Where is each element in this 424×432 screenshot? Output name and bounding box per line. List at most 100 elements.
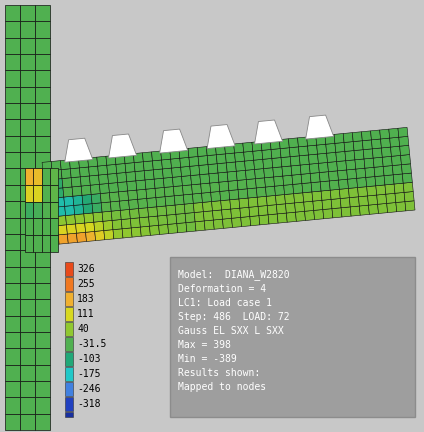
Text: -318: -318 <box>77 399 100 409</box>
Polygon shape <box>20 38 35 54</box>
Polygon shape <box>57 225 67 235</box>
Polygon shape <box>337 161 347 171</box>
Polygon shape <box>220 191 230 200</box>
Polygon shape <box>159 129 188 153</box>
Polygon shape <box>20 397 35 414</box>
Polygon shape <box>71 177 81 187</box>
Polygon shape <box>230 199 240 209</box>
Polygon shape <box>173 186 183 196</box>
Polygon shape <box>127 181 137 191</box>
Polygon shape <box>128 190 138 200</box>
Polygon shape <box>219 181 229 191</box>
Polygon shape <box>66 215 75 225</box>
Polygon shape <box>35 201 50 217</box>
Polygon shape <box>326 143 336 153</box>
Polygon shape <box>392 165 402 175</box>
Polygon shape <box>366 177 376 187</box>
Polygon shape <box>100 193 110 203</box>
Polygon shape <box>403 182 413 192</box>
Polygon shape <box>45 198 56 208</box>
Polygon shape <box>201 192 212 203</box>
Polygon shape <box>203 201 212 212</box>
Polygon shape <box>5 365 20 381</box>
Polygon shape <box>35 103 50 119</box>
Polygon shape <box>344 142 354 152</box>
Polygon shape <box>44 179 54 190</box>
Polygon shape <box>213 219 223 229</box>
Polygon shape <box>135 171 145 181</box>
Polygon shape <box>133 153 143 162</box>
Polygon shape <box>380 129 390 139</box>
Polygon shape <box>304 201 314 211</box>
Polygon shape <box>42 202 50 219</box>
Polygon shape <box>153 160 162 170</box>
Polygon shape <box>317 144 326 154</box>
Polygon shape <box>394 183 404 193</box>
Polygon shape <box>5 234 20 250</box>
Polygon shape <box>104 230 114 240</box>
Polygon shape <box>361 131 371 141</box>
Polygon shape <box>20 21 35 38</box>
Polygon shape <box>35 332 50 348</box>
Polygon shape <box>50 168 58 185</box>
Bar <box>65 262 73 276</box>
Polygon shape <box>35 381 50 397</box>
Polygon shape <box>226 153 235 163</box>
Polygon shape <box>272 158 282 168</box>
Polygon shape <box>389 128 399 138</box>
Polygon shape <box>376 185 386 195</box>
Polygon shape <box>179 148 189 158</box>
Polygon shape <box>151 151 162 161</box>
Polygon shape <box>381 138 391 148</box>
Polygon shape <box>138 198 148 209</box>
Polygon shape <box>270 140 280 149</box>
Polygon shape <box>5 21 20 38</box>
Polygon shape <box>296 211 306 221</box>
Polygon shape <box>210 182 220 192</box>
Polygon shape <box>281 157 291 167</box>
Polygon shape <box>52 170 62 179</box>
Polygon shape <box>216 154 226 164</box>
Polygon shape <box>383 165 393 176</box>
Polygon shape <box>5 348 20 365</box>
Polygon shape <box>173 176 182 187</box>
Polygon shape <box>20 365 35 381</box>
Polygon shape <box>42 162 52 172</box>
Polygon shape <box>86 232 96 241</box>
Polygon shape <box>63 187 73 197</box>
Polygon shape <box>84 213 94 223</box>
Polygon shape <box>265 177 275 187</box>
Polygon shape <box>35 348 50 365</box>
Polygon shape <box>121 219 131 229</box>
Polygon shape <box>181 166 191 176</box>
Polygon shape <box>120 200 129 210</box>
Polygon shape <box>134 162 144 172</box>
Polygon shape <box>130 218 140 228</box>
Polygon shape <box>387 203 397 213</box>
Polygon shape <box>20 70 35 87</box>
Polygon shape <box>126 172 136 182</box>
Polygon shape <box>33 235 42 252</box>
Polygon shape <box>368 204 379 214</box>
Polygon shape <box>339 188 349 199</box>
Polygon shape <box>20 168 35 185</box>
Polygon shape <box>318 153 328 163</box>
Polygon shape <box>98 174 109 184</box>
Polygon shape <box>124 154 134 163</box>
Polygon shape <box>382 156 392 166</box>
Polygon shape <box>145 179 155 189</box>
Polygon shape <box>229 190 239 200</box>
Polygon shape <box>150 225 159 235</box>
Polygon shape <box>159 224 169 235</box>
Polygon shape <box>328 162 338 172</box>
Polygon shape <box>302 183 312 193</box>
Polygon shape <box>166 205 176 215</box>
Polygon shape <box>292 174 302 184</box>
Polygon shape <box>286 212 296 222</box>
Polygon shape <box>35 152 50 168</box>
Polygon shape <box>184 203 194 213</box>
Polygon shape <box>33 168 42 185</box>
Polygon shape <box>35 299 50 316</box>
Polygon shape <box>81 185 91 195</box>
Polygon shape <box>65 205 75 216</box>
